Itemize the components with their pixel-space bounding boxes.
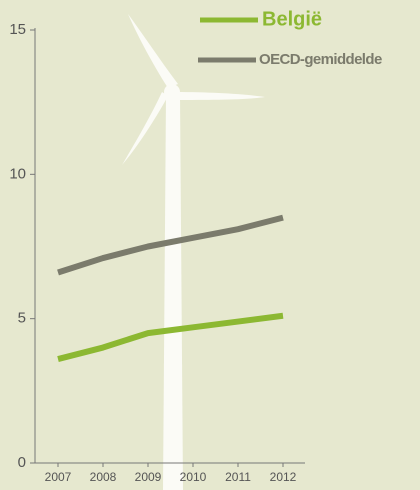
turbine-hub [164,84,180,100]
x-tick-label: 2009 [135,470,162,484]
wind-turbine [122,14,265,490]
series-line [57,312,284,362]
turbine-blade [176,92,265,100]
x-tick-label: 2007 [45,470,72,484]
x-tick-label: 2012 [270,470,297,484]
legend-label: OECD-gemiddelde [259,51,382,68]
y-tick-label: 0 [18,454,26,471]
x-tick-label: 2008 [90,470,117,484]
y-tick-label: 10 [9,165,26,182]
y-tick-label: 15 [9,21,26,38]
turbine-tower [163,95,183,490]
x-tick-label: 2011 [225,470,251,484]
x-tick-label: 2010 [180,470,207,484]
turbine-blade [122,92,168,165]
series-line [57,214,284,276]
turbine-blade [128,14,178,88]
legend-label: België [262,8,322,30]
y-tick-label: 5 [18,310,26,327]
